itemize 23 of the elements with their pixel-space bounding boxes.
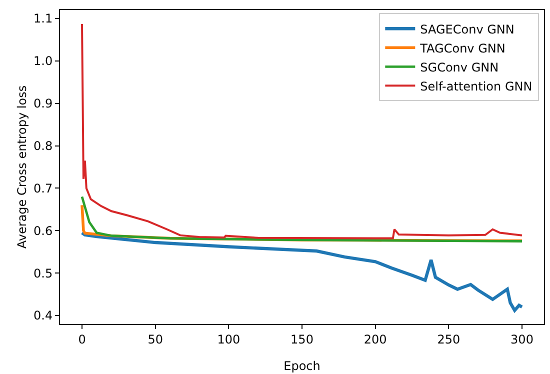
y-axis-title: Average Cross entropy loss — [15, 85, 29, 249]
x-tick-label: 150 — [290, 332, 314, 346]
x-tick-label: 300 — [510, 332, 534, 346]
legend-label: TAGConv GNN — [419, 41, 506, 56]
line-series — [80, 231, 524, 312]
y-tick-label: 1.1 — [34, 12, 53, 26]
legend-label: SGConv GNN — [420, 60, 499, 74]
x-tick-label: 0 — [78, 332, 86, 346]
y-tick-label: 1.0 — [34, 54, 53, 68]
x-axis-title: Epoch — [284, 359, 320, 373]
y-tick-label: 0.5 — [34, 266, 53, 280]
legend-label: SAGEConv GNN — [420, 22, 514, 36]
y-tick-label: 0.6 — [34, 224, 53, 238]
x-tick-label: 250 — [437, 332, 460, 346]
y-tick-label: 0.7 — [34, 181, 53, 196]
legend-label: Self-attention GNN — [420, 79, 532, 94]
x-tick-label: 100 — [217, 332, 240, 346]
line-series — [80, 196, 524, 242]
x-tick-label: 200 — [364, 332, 387, 346]
y-tick-label: 0.9 — [34, 96, 53, 111]
y-tick-label: 0.4 — [34, 308, 53, 323]
x-tick-label: 50 — [148, 332, 163, 346]
y-tick-label: 0.8 — [34, 138, 53, 153]
